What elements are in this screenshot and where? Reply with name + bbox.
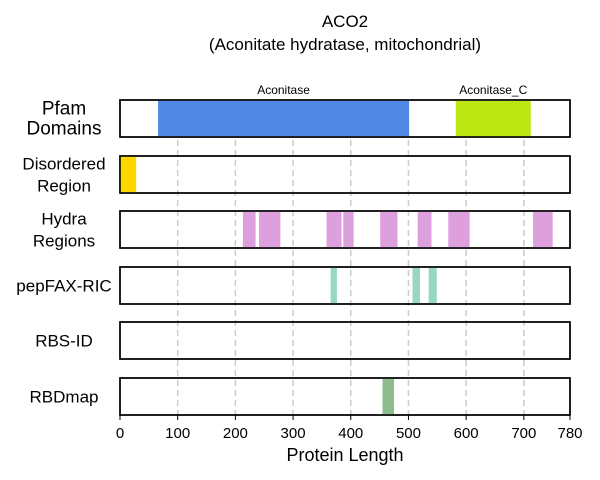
- chart-title: ACO2: [322, 12, 368, 31]
- track-frame: [119, 321, 571, 360]
- track-rbdmap: RBDmap: [30, 377, 571, 416]
- segment-bar: [343, 211, 354, 248]
- x-tick-label: 0: [116, 425, 124, 442]
- segment-bar: [428, 267, 437, 304]
- segment-bar: [120, 156, 137, 193]
- domain-label: Aconitase_C: [459, 83, 527, 97]
- track-label: RBS-ID: [35, 332, 93, 351]
- x-tick-label: 300: [281, 425, 306, 442]
- x-tick-label: 100: [165, 425, 190, 442]
- segment-bar: [158, 100, 410, 137]
- segment-bar: [412, 267, 420, 304]
- x-tick-label: 700: [511, 425, 536, 442]
- track-label: RBDmap: [30, 388, 99, 407]
- track-frame: [119, 266, 571, 305]
- x-axis: 0 100 200 300 400 500 600 700 780: [116, 414, 583, 442]
- track-frame: [119, 377, 571, 416]
- track-label: Pfam: [42, 99, 86, 120]
- grid-lines: [176, 100, 525, 415]
- track-label: Domains: [27, 119, 102, 140]
- x-axis-label: Protein Length: [286, 445, 403, 465]
- track-label: Regions: [33, 232, 95, 251]
- x-tick-label: 200: [223, 425, 248, 442]
- segment-bar: [259, 211, 281, 248]
- track-frame: [119, 155, 571, 194]
- segment-bar: [242, 211, 256, 248]
- x-tick-label: 500: [396, 425, 421, 442]
- track-rbs-id: RBS-ID: [35, 321, 571, 360]
- track-border: [119, 155, 571, 194]
- track-hydra-regions: Hydra Regions: [33, 210, 571, 251]
- x-tick-label: 780: [557, 425, 582, 442]
- segment-bar: [533, 211, 553, 248]
- track-disordered-region: Disordered Region: [22, 155, 571, 196]
- track-label: pepFAX-RIC: [16, 277, 111, 296]
- track-pepfax-ric: pepFAX-RIC: [16, 266, 571, 305]
- track-border: [119, 210, 571, 249]
- track-border: [119, 99, 571, 138]
- segment-bar: [417, 211, 432, 248]
- track-label: Disordered: [22, 155, 105, 174]
- x-tick-label: 400: [338, 425, 363, 442]
- x-tick-label: 600: [454, 425, 479, 442]
- segment-bar: [326, 211, 342, 248]
- track-label: Hydra: [41, 210, 87, 229]
- segment-bar: [330, 267, 337, 304]
- track-border: [119, 321, 571, 360]
- track-label: Region: [37, 177, 91, 196]
- track-border: [119, 377, 571, 416]
- segment-bar: [380, 211, 398, 248]
- segment-bar: [382, 378, 395, 415]
- track-border: [119, 266, 571, 305]
- segment-bar: [455, 100, 531, 137]
- chart-subtitle: (Aconitate hydratase, mitochondrial): [209, 35, 481, 54]
- domain-label: Aconitase: [257, 83, 310, 97]
- segment-bar: [448, 211, 470, 248]
